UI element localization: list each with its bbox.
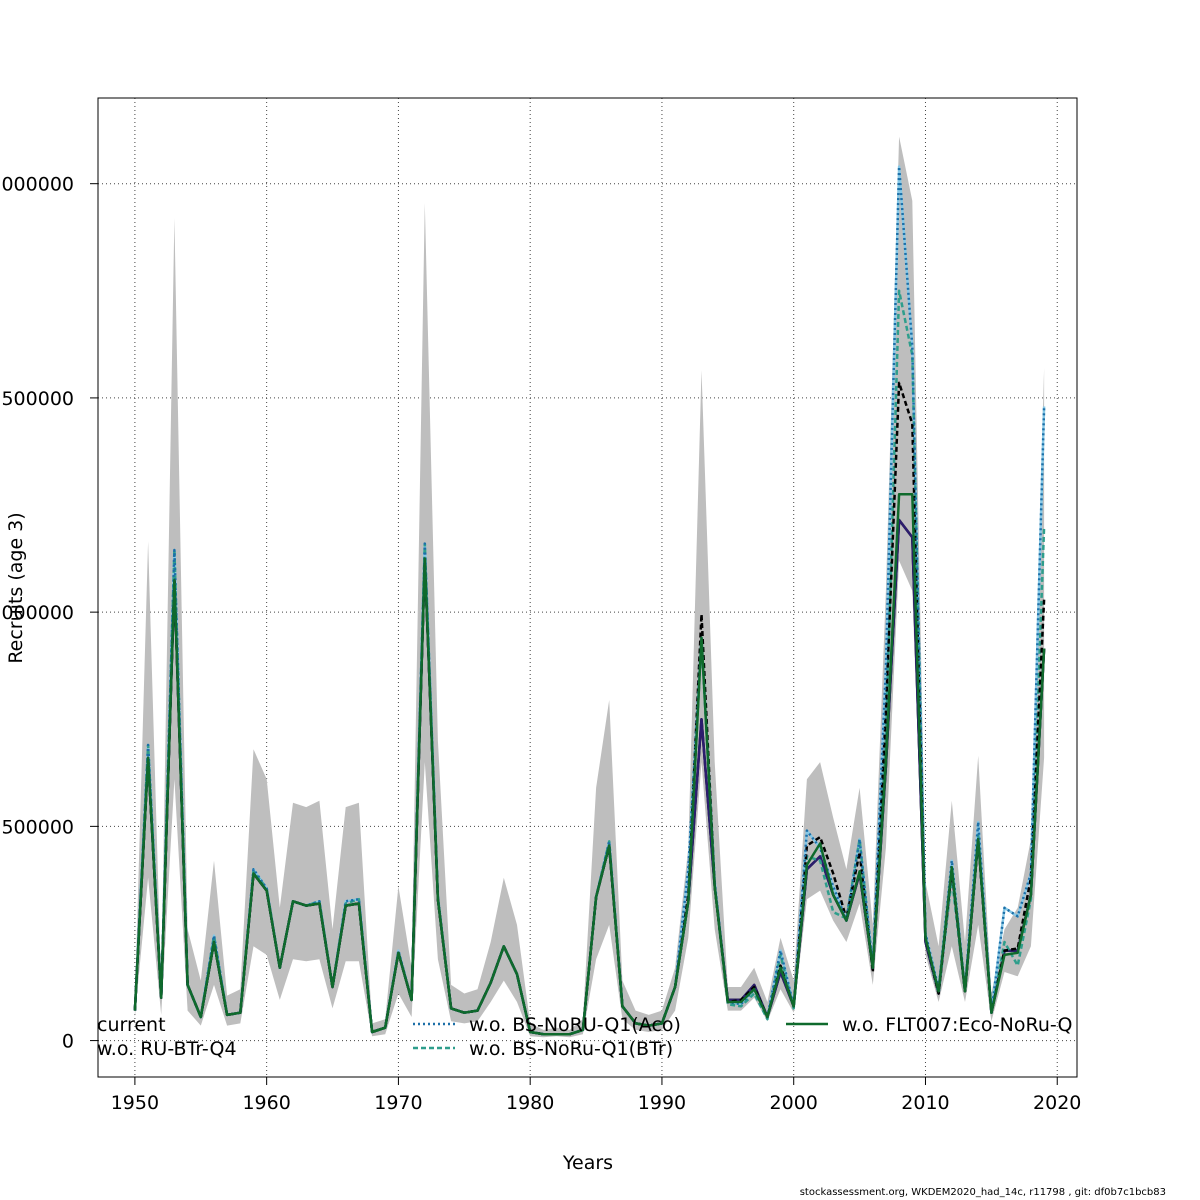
y-tick-label: 1000000 xyxy=(0,602,74,624)
y-tick-label: 1500000 xyxy=(0,388,74,410)
x-tick-label: 1960 xyxy=(242,1092,290,1114)
x-tick-label: 1950 xyxy=(111,1092,159,1114)
x-tick-label: 1990 xyxy=(638,1092,686,1114)
y-tick-label: 0 xyxy=(62,1031,74,1053)
x-tick-label: 2010 xyxy=(901,1092,949,1114)
y-axis: 0 500000 1000000 1500000 2000000 xyxy=(0,174,98,1053)
legend-label: w.o. BS-NoRU-Q1(Aco) xyxy=(469,1014,681,1036)
legend-label: w.o. RU-BTr-Q4 xyxy=(97,1038,237,1060)
confidence-band-area xyxy=(134,136,1045,1038)
y-tick-label: 500000 xyxy=(1,816,74,838)
x-tick-label: 1980 xyxy=(506,1092,554,1114)
x-tick-label: 2000 xyxy=(770,1092,818,1114)
x-tick-label: 2020 xyxy=(1033,1092,1081,1114)
legend-label: w.o. BS-NoRu-Q1(BTr) xyxy=(469,1038,673,1060)
y-tick-label: 2000000 xyxy=(0,174,74,196)
plot-frame xyxy=(97,97,1078,1078)
footer-credit: stockassessment.org, WKDEM2020_had_14c, … xyxy=(799,1187,1166,1198)
y-axis-title: Recruits (age 3) xyxy=(5,512,27,663)
series-lines xyxy=(133,165,1046,1036)
x-axis: 1950 1960 1970 1980 1990 2000 2010 2020 xyxy=(111,1077,1081,1114)
confidence-band xyxy=(134,136,1045,1038)
x-tick-label: 1970 xyxy=(374,1092,422,1114)
series-line-wo-flt007 xyxy=(133,493,1046,1036)
legend-label: current xyxy=(97,1014,166,1036)
x-axis-title: Years xyxy=(562,1152,613,1174)
legend-label: w.o. FLT007:Eco-NoRu-Q xyxy=(842,1014,1072,1036)
